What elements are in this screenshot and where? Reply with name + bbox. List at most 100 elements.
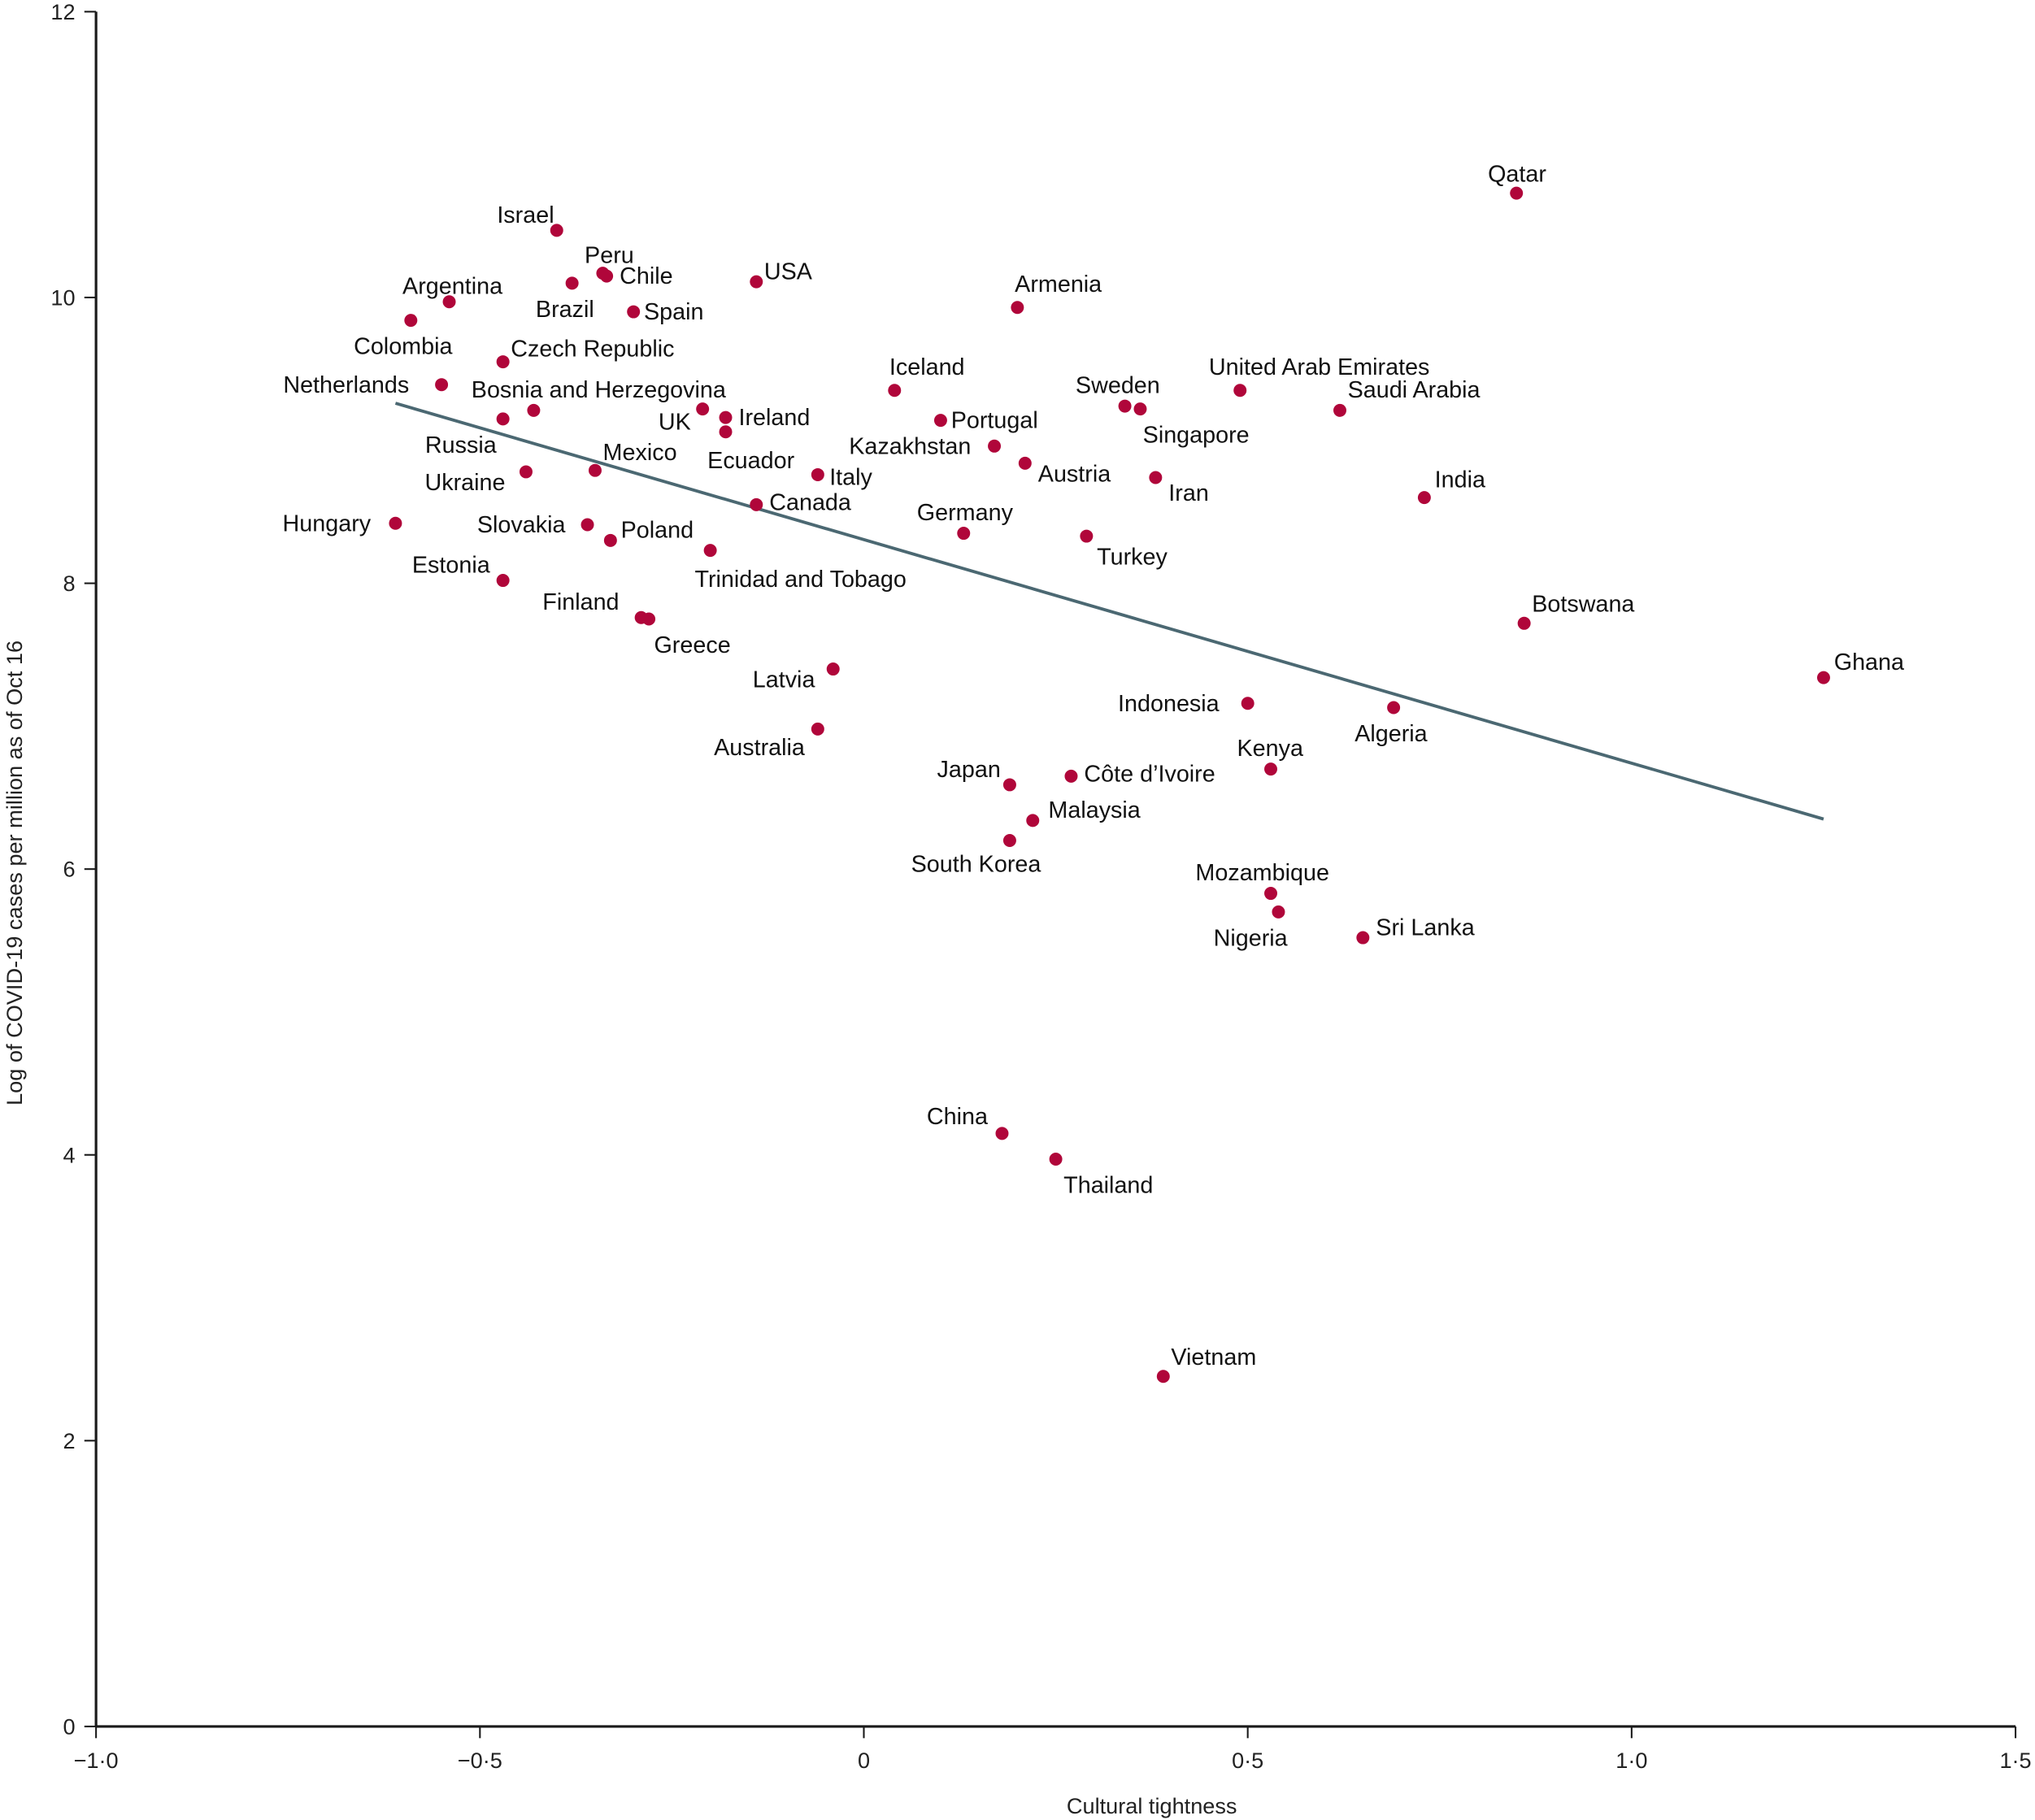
point-label: Argentina: [402, 274, 502, 300]
point-label: Portugal: [951, 408, 1038, 434]
data-point: Greece: [642, 612, 731, 658]
data-point: Italy: [811, 465, 873, 491]
point-marker: [1333, 403, 1346, 417]
point-marker: [995, 1127, 1009, 1140]
data-point: Singapore: [1133, 402, 1250, 449]
point-label: Botswana: [1532, 591, 1634, 617]
point-marker: [1816, 671, 1830, 684]
data-point: Latvia: [753, 662, 840, 693]
data-point: Netherlands: [283, 372, 449, 398]
data-point: Canada: [750, 489, 851, 515]
point-label: Slovakia: [477, 512, 566, 538]
point-label: Iran: [1168, 480, 1209, 506]
point-label: Ukraine: [424, 470, 505, 496]
point-label: Czech Republic: [511, 337, 674, 363]
point-label: Colombia: [354, 334, 452, 360]
data-point: USA: [750, 258, 813, 289]
point-label: Thailand: [1063, 1173, 1153, 1199]
data-point: Spain: [627, 299, 703, 325]
point-label: Russia: [425, 432, 497, 458]
data-point: Australia: [714, 722, 824, 761]
data-point: Japan: [937, 757, 1016, 792]
point-label: Kazakhstan: [849, 433, 971, 459]
point-label: Canada: [769, 489, 851, 515]
data-point: Finland: [542, 589, 648, 624]
data-point: Austria: [1018, 456, 1111, 487]
y-tick-label: 8: [63, 571, 75, 596]
point-marker: [404, 314, 418, 328]
x-tick-label: 1·5: [1999, 1748, 2031, 1773]
data-point: Germany: [917, 500, 1014, 541]
data-point: Malaysia: [1026, 797, 1141, 827]
data-point: United Arab Emirates: [1209, 354, 1429, 397]
y-tick-label: 0: [63, 1714, 75, 1740]
point-marker: [1233, 384, 1247, 397]
y-axis-title: Log of COVID-19 cases per million as of …: [2, 641, 27, 1105]
point-marker: [1510, 186, 1524, 200]
data-point: Slovakia: [477, 512, 594, 538]
data-point: Saudi Arabia: [1333, 377, 1481, 417]
data-point: Thailand: [1049, 1153, 1153, 1199]
point-marker: [1064, 769, 1078, 783]
point-marker: [600, 269, 614, 283]
point-label: India: [1435, 467, 1485, 493]
point-label: Israel: [497, 202, 554, 228]
point-marker: [1387, 701, 1401, 715]
point-label: Greece: [654, 632, 730, 658]
point-marker: [1080, 529, 1094, 543]
point-label: Turkey: [1097, 545, 1168, 571]
point-label: Estonia: [412, 552, 490, 578]
point-label: Ghana: [1834, 649, 1904, 675]
point-marker: [1002, 778, 1016, 792]
data-point: Argentina: [402, 274, 502, 309]
x-ticks: −1·0 −0·5 0 0·5 1·0 1·5: [74, 1726, 2032, 1773]
point-marker: [750, 497, 763, 511]
y-tick-label: 6: [63, 857, 75, 882]
point-marker: [1272, 905, 1285, 919]
data-point: Estonia: [412, 552, 510, 588]
data-point: Czech Republic: [496, 337, 674, 369]
data-point: South Korea: [911, 834, 1041, 877]
y-tick-label: 10: [50, 285, 75, 311]
point-label: Vietnam: [1171, 1344, 1256, 1370]
point-label: Kenya: [1237, 736, 1303, 762]
point-label: USA: [764, 258, 813, 285]
point-label: Sweden: [1076, 373, 1160, 399]
x-axis-title: Cultural tightness: [1067, 1793, 1237, 1818]
point-marker: [957, 527, 971, 541]
data-point: India: [1417, 467, 1485, 505]
point-label: Malaysia: [1048, 797, 1140, 823]
y-tick-label: 12: [50, 0, 75, 24]
point-marker: [519, 465, 533, 479]
point-marker: [1417, 491, 1431, 505]
data-point: Botswana: [1517, 591, 1634, 630]
point-marker: [588, 463, 602, 477]
point-label: Côte d’Ivoire: [1084, 761, 1215, 787]
data-point: Portugal: [933, 408, 1038, 434]
data-point: Sri Lanka: [1356, 914, 1475, 945]
data-point: Brazil: [536, 276, 594, 323]
data-point: Chile: [600, 263, 673, 289]
point-label: South Korea: [911, 851, 1041, 877]
point-marker: [1026, 814, 1040, 827]
data-point: Trinidad and Tobago: [694, 544, 907, 593]
point-label: Germany: [917, 500, 1014, 526]
point-label: Latvia: [753, 667, 815, 693]
data-point: Kenya: [1237, 736, 1303, 776]
point-label: China: [927, 1104, 988, 1130]
data-point: Hungary: [283, 510, 402, 536]
x-tick-label: 1·0: [1615, 1748, 1647, 1773]
point-marker: [703, 544, 717, 558]
point-marker: [496, 412, 510, 426]
point-marker: [1118, 399, 1132, 413]
point-label: Algeria: [1354, 721, 1427, 747]
point-marker: [811, 722, 824, 736]
point-marker: [826, 662, 840, 676]
point-label: Brazil: [536, 297, 594, 323]
point-label: UK: [659, 410, 691, 436]
point-marker: [642, 612, 656, 626]
regression-trend-line: [394, 402, 1824, 821]
data-point: Vietnam: [1156, 1344, 1256, 1383]
